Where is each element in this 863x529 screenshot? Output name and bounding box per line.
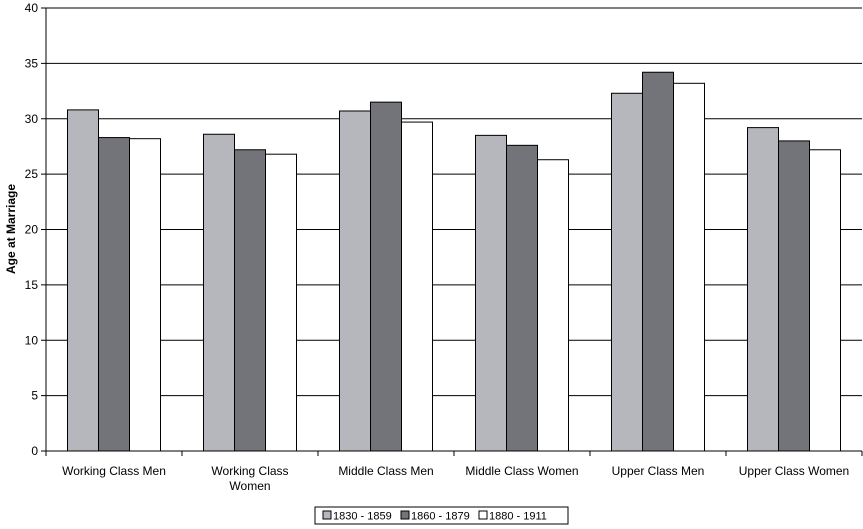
bar-2 — [506, 144, 538, 452]
y-tick-labels: 0 5 10 15 20 25 30 35 40 — [25, 1, 39, 458]
legend-swatch — [322, 510, 332, 520]
y-tick-label: 20 — [25, 223, 39, 237]
bars — [45, 71, 863, 456]
legend-swatch — [400, 510, 410, 520]
y-tick-label: 40 — [25, 1, 39, 15]
legend-label: 1880 - 1911 — [489, 511, 547, 523]
y-tick-label: 35 — [25, 56, 39, 70]
y-tick-label: 25 — [25, 167, 39, 181]
bar-3 — [673, 82, 705, 452]
y-tick-label: 10 — [25, 333, 39, 347]
category-labels: Working Class Men Working Class Women Middl… — [62, 464, 849, 493]
bar-1 — [475, 134, 507, 452]
legend-box — [314, 506, 569, 525]
bar-3 — [129, 138, 161, 452]
y-tick-label: 15 — [25, 278, 39, 292]
bar-1 — [611, 92, 643, 452]
legend-swatch — [478, 510, 488, 520]
gridlines — [41, 7, 862, 452]
bar-1 — [747, 127, 779, 452]
x-category-label: Upper Class Women — [739, 464, 849, 478]
bar-2 — [370, 101, 402, 452]
x-category-label: Upper Class Men — [612, 464, 705, 478]
legend-label: 1830 - 1859 — [333, 511, 392, 523]
x-category-label: Working Class Men — [62, 464, 166, 478]
x-category-label: Working Class Women — [211, 464, 288, 493]
y-tick-label: 30 — [25, 112, 39, 126]
bar-2 — [234, 149, 266, 452]
bar-2 — [778, 140, 810, 452]
bar-1 — [339, 110, 371, 452]
x-category-label: Middle Class Women — [465, 464, 578, 478]
bar-2 — [98, 137, 130, 452]
bar-1 — [203, 133, 235, 452]
bar-3 — [401, 121, 433, 452]
bar-1 — [67, 109, 99, 452]
bar-3 — [809, 149, 841, 452]
y-axis-label: Age at Marriage — [4, 184, 18, 274]
legend: 1830 - 1859 1860 - 1879 1880 - 1911 — [314, 506, 569, 525]
y-tick-label: 5 — [31, 389, 38, 403]
bar-3 — [537, 159, 569, 452]
x-category-label: Middle Class Men — [338, 464, 433, 478]
legend-label: 1860 - 1879 — [411, 511, 470, 523]
bar-2 — [642, 71, 674, 452]
y-tick-label: 0 — [31, 444, 38, 458]
bar-3 — [265, 153, 297, 452]
